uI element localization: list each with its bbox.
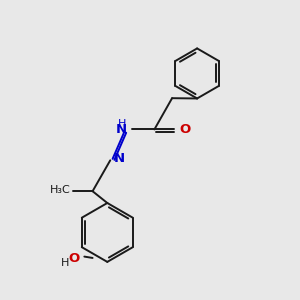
Text: N: N [115,123,126,136]
Text: N: N [114,152,125,165]
Text: H₃C: H₃C [50,185,70,195]
Text: H: H [61,258,70,268]
Text: O: O [179,123,191,136]
Text: O: O [68,252,79,265]
Text: H: H [118,119,126,129]
